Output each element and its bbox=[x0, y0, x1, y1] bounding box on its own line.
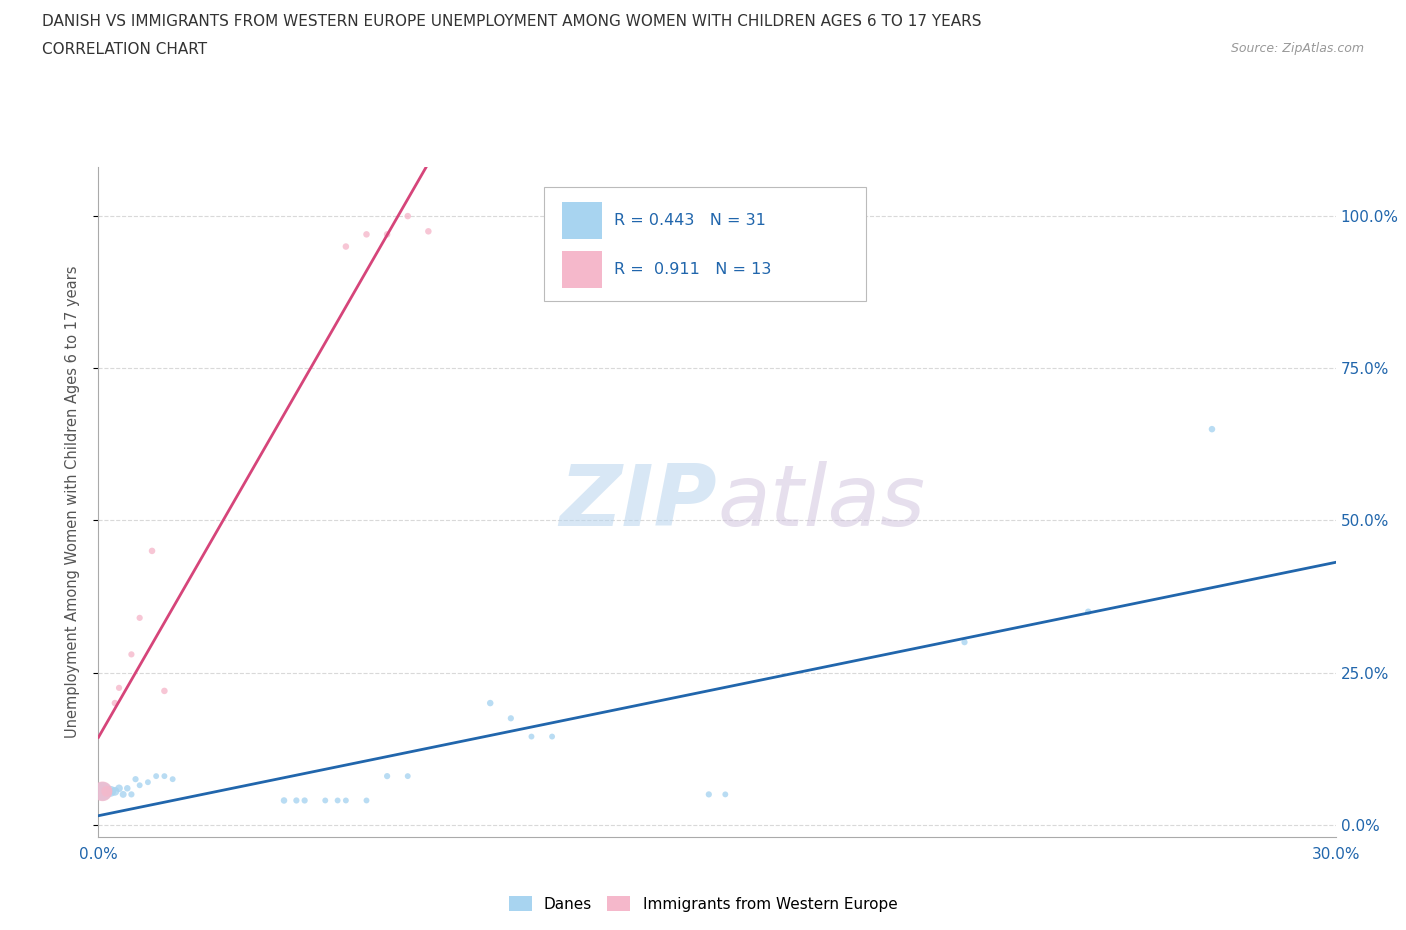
Point bbox=[141, 543, 163, 558]
Point bbox=[294, 793, 316, 808]
Text: atlas: atlas bbox=[717, 460, 925, 544]
Point bbox=[520, 729, 543, 744]
Point bbox=[153, 684, 176, 698]
Point bbox=[499, 711, 522, 725]
Point bbox=[120, 787, 142, 802]
Point bbox=[314, 793, 336, 808]
Point bbox=[273, 793, 295, 808]
Point bbox=[153, 769, 176, 784]
Point bbox=[162, 772, 184, 787]
Text: Source: ZipAtlas.com: Source: ZipAtlas.com bbox=[1230, 42, 1364, 55]
Point bbox=[104, 696, 127, 711]
Text: ZIP: ZIP bbox=[560, 460, 717, 544]
Point bbox=[120, 647, 142, 662]
Point bbox=[697, 787, 720, 802]
Point bbox=[124, 772, 146, 787]
Point bbox=[96, 784, 118, 799]
Point bbox=[541, 729, 564, 744]
Point bbox=[335, 793, 357, 808]
Point bbox=[104, 784, 127, 799]
Point bbox=[145, 769, 167, 784]
Point bbox=[91, 784, 114, 799]
Point bbox=[1201, 421, 1223, 436]
Point bbox=[396, 769, 419, 784]
Point bbox=[396, 208, 419, 223]
Point bbox=[128, 610, 150, 625]
Point bbox=[1077, 604, 1099, 619]
Text: CORRELATION CHART: CORRELATION CHART bbox=[42, 42, 207, 57]
Point bbox=[128, 777, 150, 792]
Point bbox=[714, 787, 737, 802]
Point bbox=[375, 227, 398, 242]
Point bbox=[112, 787, 135, 802]
Point bbox=[326, 793, 349, 808]
Point bbox=[479, 696, 502, 711]
Point bbox=[335, 239, 357, 254]
Y-axis label: Unemployment Among Women with Children Ages 6 to 17 years: Unemployment Among Women with Children A… bbox=[65, 266, 80, 738]
Point bbox=[108, 781, 131, 796]
FancyBboxPatch shape bbox=[562, 251, 602, 288]
Point bbox=[356, 793, 378, 808]
Point bbox=[375, 769, 398, 784]
Point bbox=[117, 781, 139, 796]
Text: R =  0.911   N = 13: R = 0.911 N = 13 bbox=[614, 262, 772, 277]
Point bbox=[91, 784, 114, 799]
Point bbox=[108, 681, 131, 696]
Text: R = 0.443   N = 31: R = 0.443 N = 31 bbox=[614, 214, 766, 229]
FancyBboxPatch shape bbox=[562, 202, 602, 239]
Point bbox=[136, 775, 159, 790]
FancyBboxPatch shape bbox=[544, 188, 866, 301]
Point bbox=[953, 635, 976, 650]
Point bbox=[100, 784, 122, 799]
Legend: Danes, Immigrants from Western Europe: Danes, Immigrants from Western Europe bbox=[502, 889, 904, 918]
Point bbox=[356, 227, 378, 242]
Point bbox=[285, 793, 308, 808]
Point bbox=[418, 224, 440, 239]
Text: DANISH VS IMMIGRANTS FROM WESTERN EUROPE UNEMPLOYMENT AMONG WOMEN WITH CHILDREN : DANISH VS IMMIGRANTS FROM WESTERN EUROPE… bbox=[42, 14, 981, 29]
